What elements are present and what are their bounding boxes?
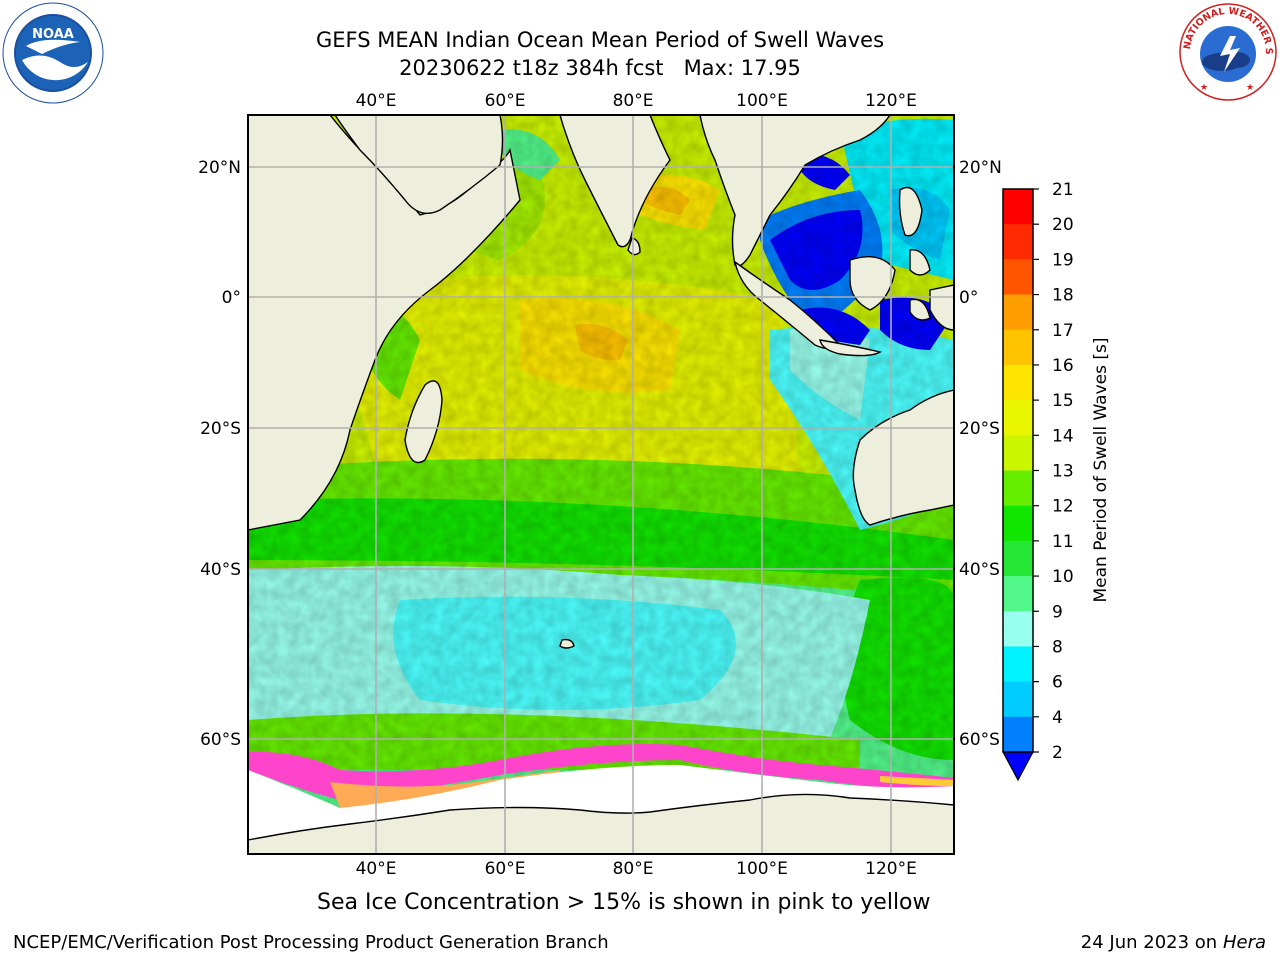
title-line-1: GEFS MEAN Indian Ocean Mean Period of Sw… <box>315 28 885 52</box>
colorbar-tick-label: 10 <box>1052 567 1074 587</box>
map-frame <box>247 114 955 855</box>
lon-label-top: 80°E <box>613 91 654 111</box>
lat-label-left: 60°S <box>200 730 241 750</box>
lat-label-right: 0° <box>959 288 978 308</box>
colorbar-segment <box>1003 294 1033 331</box>
colorbar-tick-label: 18 <box>1052 286 1074 306</box>
colorbar-label: Mean Period of Swell Waves [s] <box>1091 338 1111 603</box>
lon-label-bottom: 100°E <box>736 859 788 879</box>
colorbar-segments <box>1003 189 1033 753</box>
lon-label-top: 60°E <box>485 91 526 111</box>
colorbar-segment <box>1003 681 1033 718</box>
colorbar-segment <box>1003 540 1033 577</box>
lon-label-top: 120°E <box>865 91 917 111</box>
colorbar-tick-label: 15 <box>1052 391 1074 411</box>
map-area <box>248 115 954 854</box>
lon-labels-bottom: 40°E 60°E 80°E 100°E 120°E <box>356 859 917 879</box>
colorbar-segment <box>1003 400 1033 436</box>
noaa-logo-text: NOAA <box>32 27 74 42</box>
colorbar-tick-label: 8 <box>1052 637 1063 657</box>
footer-credit: NCEP/EMC/Verification Post Processing Pr… <box>13 932 609 953</box>
colorbar-segment <box>1003 470 1033 507</box>
footer-date-text: 24 Jun 2023 on <box>1080 932 1218 953</box>
colorbar: 21 20 19 18 17 16 15 14 13 12 11 10 9 8 6 4 2 Mean Perio… <box>1001 180 1111 782</box>
colorbar-segment <box>1003 611 1033 647</box>
lat-label-right: 60°S <box>959 730 1000 750</box>
title-line-2: 20230622 t18z 384h fcst Max: 17.95 <box>399 56 801 80</box>
colorbar-segment <box>1003 716 1033 753</box>
lon-label-bottom: 40°E <box>356 859 397 879</box>
lon-label-bottom: 120°E <box>865 859 917 879</box>
colorbar-extend-triangle <box>1001 751 1035 782</box>
lon-label-bottom: 60°E <box>485 859 526 879</box>
lon-label-top: 40°E <box>356 91 397 111</box>
colorbar-tick-label: 17 <box>1052 321 1074 341</box>
lat-label-right: 20°N <box>959 158 1002 178</box>
lat-label-left: 40°S <box>200 560 241 580</box>
colorbar-tick-label: 9 <box>1052 602 1063 622</box>
svg-text:★: ★ <box>1246 83 1254 93</box>
colorbar-segment <box>1003 505 1033 542</box>
lat-labels-left: 20°N 0° 20°S 40°S 60°S <box>198 158 241 750</box>
colorbar-segment <box>1003 329 1033 366</box>
footer-machine: Hera <box>1222 932 1266 953</box>
lat-label-right: 20°S <box>959 419 1000 439</box>
colorbar-segment <box>1003 364 1033 401</box>
colorbar-segment <box>1003 646 1033 683</box>
nws-logo: NATIONAL WEATHER SERVICE ★ ★ <box>1178 2 1277 101</box>
chart-title: GEFS MEAN Indian Ocean Mean Period of Sw… <box>240 26 960 82</box>
colorbar-tick-label: 19 <box>1052 250 1074 270</box>
noaa-logo: NOAA <box>2 2 104 104</box>
colorbar-tick-label: 13 <box>1052 462 1074 482</box>
lon-labels-top: 40°E 60°E 80°E 100°E 120°E <box>356 91 917 111</box>
footer-date: 24 Jun 2023 on Hera <box>1081 932 1266 953</box>
colorbar-tick-label: 4 <box>1052 708 1063 728</box>
sea-ice-band <box>248 744 954 800</box>
colorbar-tick-label: 6 <box>1052 673 1063 693</box>
colorbar-tick-label: 11 <box>1052 532 1074 552</box>
colorbar-segment <box>1003 224 1033 260</box>
lat-label-right: 40°S <box>959 560 1000 580</box>
colorbar-tick-label: 21 <box>1052 180 1074 200</box>
colorbar-tick-label: 16 <box>1052 356 1074 376</box>
lat-labels-right: 20°N 0° 20°S 40°S 60°S <box>959 158 1002 750</box>
colorbar-tick-label: 12 <box>1052 497 1074 517</box>
graticule <box>248 115 954 854</box>
landmasses <box>248 115 954 854</box>
colorbar-segment <box>1003 259 1033 296</box>
svg-text:★: ★ <box>1200 83 1208 93</box>
sea-ice-caption: Sea Ice Concentration > 15% is shown in … <box>317 890 931 915</box>
colorbar-segment <box>1003 576 1033 612</box>
colorbar-tick-label: 14 <box>1052 426 1074 446</box>
colorbar-ticks: 21 20 19 18 17 16 15 14 13 12 11 10 9 8 6 4 2 <box>1033 180 1074 763</box>
lat-label-left: 0° <box>222 288 241 308</box>
lon-label-bottom: 80°E <box>613 859 654 879</box>
lat-label-left: 20°S <box>200 419 241 439</box>
colorbar-segment <box>1003 189 1033 225</box>
lon-label-top: 100°E <box>736 91 788 111</box>
colorbar-tick-label: 2 <box>1052 743 1063 763</box>
colorbar-segment <box>1003 435 1033 471</box>
colorbar-tick-label: 20 <box>1052 215 1074 235</box>
lat-label-left: 20°N <box>198 158 241 178</box>
